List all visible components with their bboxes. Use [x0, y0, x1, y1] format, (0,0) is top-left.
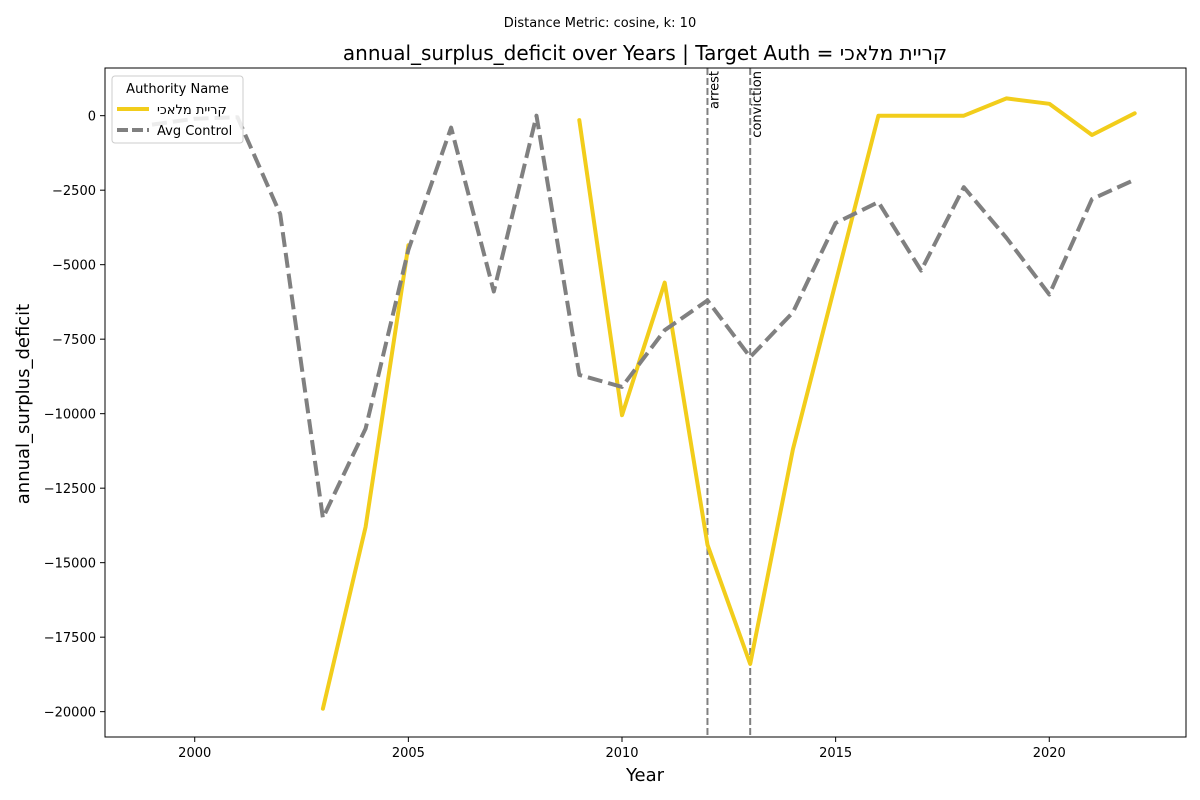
- annotation-label-conviction: conviction: [750, 71, 765, 138]
- y-tick-label--15000: −15000: [44, 557, 96, 572]
- chart-suptitle: Distance Metric: cosine, k: 10: [504, 16, 696, 31]
- plot-frame: [104, 67, 1187, 738]
- y-tick-label--2500: −2500: [52, 184, 96, 199]
- x-tick-label-2010: 2010: [605, 746, 638, 761]
- y-tick-label--12500: −12500: [44, 482, 96, 497]
- y-axis-title: annual_surplus_deficit: [13, 304, 34, 504]
- series-line-avg-control-seg-0: [151, 113, 1136, 520]
- x-tick-label-2005: 2005: [392, 746, 425, 761]
- legend-box: [111, 75, 244, 144]
- legend-title: Authority Name: [126, 82, 229, 97]
- legend: Authority Name קריית מלאכי Avg Control: [111, 75, 244, 144]
- series-line-target-seg-0: [320, 243, 411, 711]
- y-tick-label--7500: −7500: [52, 333, 96, 348]
- x-axis-title: Year: [625, 765, 665, 786]
- x-tick-label-2000: 2000: [178, 746, 211, 761]
- y-tick-label--10000: −10000: [44, 408, 96, 423]
- legend-label-target: קריית מלאכי: [157, 103, 227, 118]
- x-tick-label-2020: 2020: [1033, 746, 1066, 761]
- series-line-target-seg-1: [577, 96, 1137, 666]
- y-tick-label--17500: −17500: [44, 631, 96, 646]
- annotation-label-arrest: arrest: [707, 71, 722, 109]
- plot-area: arrest conviction 2000 2005 2010 2015 2020 0 −25…: [44, 67, 1187, 761]
- y-tick-label--20000: −20000: [44, 706, 96, 721]
- x-tick-label-2015: 2015: [819, 746, 852, 761]
- y-tick-label-0: 0: [88, 110, 96, 125]
- chart-title: annual_surplus_deficit over Years | Targ…: [343, 41, 947, 65]
- legend-label-avg-control: Avg Control: [157, 124, 232, 139]
- y-tick-label--5000: −5000: [52, 259, 96, 274]
